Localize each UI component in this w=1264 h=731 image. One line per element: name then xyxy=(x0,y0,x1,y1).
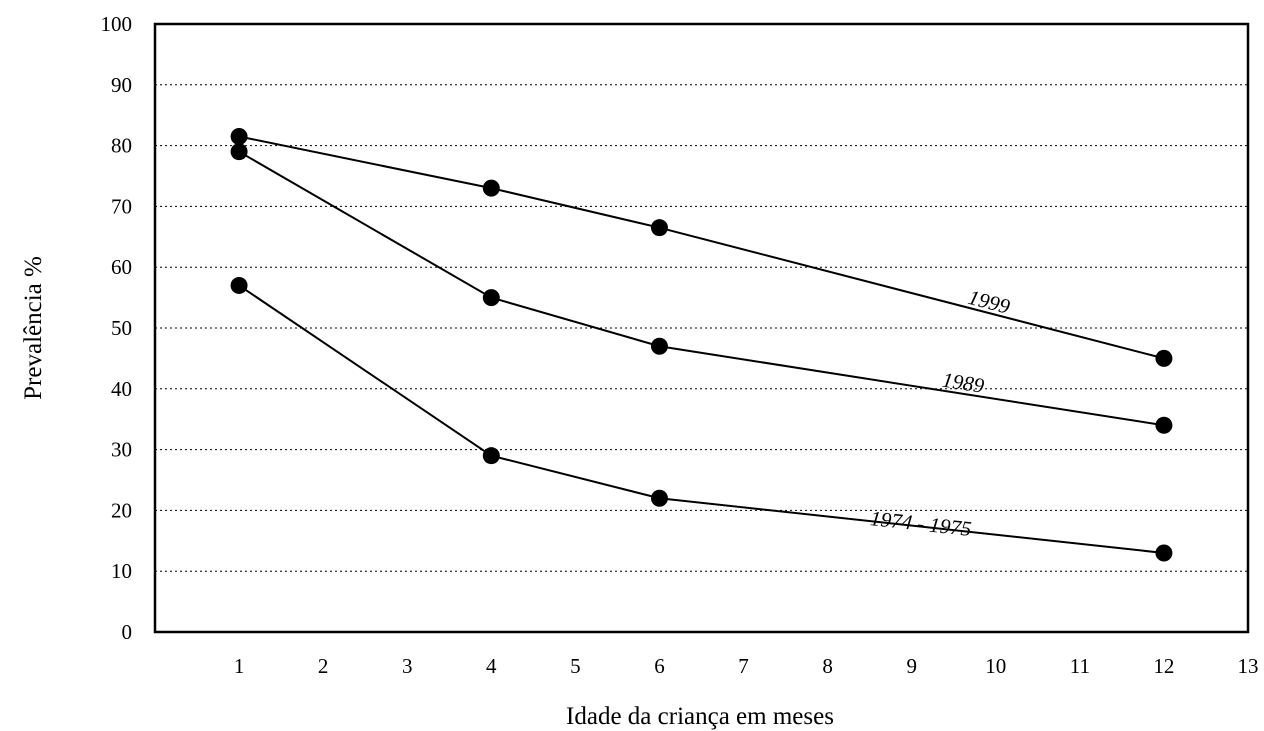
y-tick-label: 30 xyxy=(111,438,132,462)
data-point xyxy=(650,219,668,237)
y-tick-label: 80 xyxy=(111,134,132,158)
x-tick-label: 9 xyxy=(906,654,917,678)
data-point xyxy=(650,337,668,355)
data-point xyxy=(482,289,500,307)
data-point xyxy=(482,447,500,465)
series-line xyxy=(238,135,1165,360)
x-tick-label: 5 xyxy=(570,654,581,678)
y-tick-label: 100 xyxy=(101,12,133,36)
x-axis-title: Idade da criança em meses xyxy=(566,703,834,730)
x-tick-label: 3 xyxy=(402,654,413,678)
y-tick-label: 90 xyxy=(111,73,132,97)
x-tick-label: 11 xyxy=(1070,654,1090,678)
data-point xyxy=(1155,544,1173,562)
x-tick-label: 1 xyxy=(234,654,245,678)
x-tick-label: 13 xyxy=(1238,654,1259,678)
y-tick-label: 50 xyxy=(111,316,132,340)
y-tick-label: 20 xyxy=(111,498,132,522)
x-tick-label: 7 xyxy=(738,654,749,678)
series-1974-1975 xyxy=(230,276,1173,562)
data-point xyxy=(482,179,500,197)
y-tick-label: 70 xyxy=(111,194,132,218)
series-label: 1999 xyxy=(966,285,1013,319)
x-tick-labels: 1 2 3 4 5 6 7 8 9 10 11 12 13 xyxy=(234,654,1259,678)
series-labels: 1999 1989 1974 - 1975 xyxy=(869,285,1013,541)
series-line xyxy=(238,284,1165,554)
y-tick-label: 0 xyxy=(122,620,133,644)
series-line xyxy=(238,150,1165,427)
y-tick-label: 10 xyxy=(111,559,132,583)
data-point xyxy=(230,143,248,161)
plot-frame xyxy=(153,22,1250,634)
data-point xyxy=(650,489,668,507)
data-point xyxy=(230,127,248,145)
x-tick-label: 4 xyxy=(486,654,497,678)
x-tick-label: 2 xyxy=(318,654,329,678)
series-label: 1974 - 1975 xyxy=(869,506,972,541)
y-axis-title: Prevalência % xyxy=(20,256,47,400)
x-tick-label: 6 xyxy=(654,654,665,678)
gridlines xyxy=(155,84,1248,572)
x-tick-label: 12 xyxy=(1153,654,1174,678)
series-layer xyxy=(230,127,1173,562)
data-point xyxy=(1155,416,1173,434)
series-1989 xyxy=(230,143,1173,434)
data-point xyxy=(1155,349,1173,367)
x-tick-label: 10 xyxy=(985,654,1006,678)
series-1999 xyxy=(230,127,1173,367)
x-tick-label: 8 xyxy=(822,654,833,678)
data-point xyxy=(230,276,248,294)
series-label: 1989 xyxy=(941,368,987,398)
y-tick-label: 40 xyxy=(111,377,132,401)
y-tick-labels: 0 10 20 30 40 50 60 70 80 90 100 xyxy=(101,12,133,644)
y-tick-label: 60 xyxy=(111,255,132,279)
